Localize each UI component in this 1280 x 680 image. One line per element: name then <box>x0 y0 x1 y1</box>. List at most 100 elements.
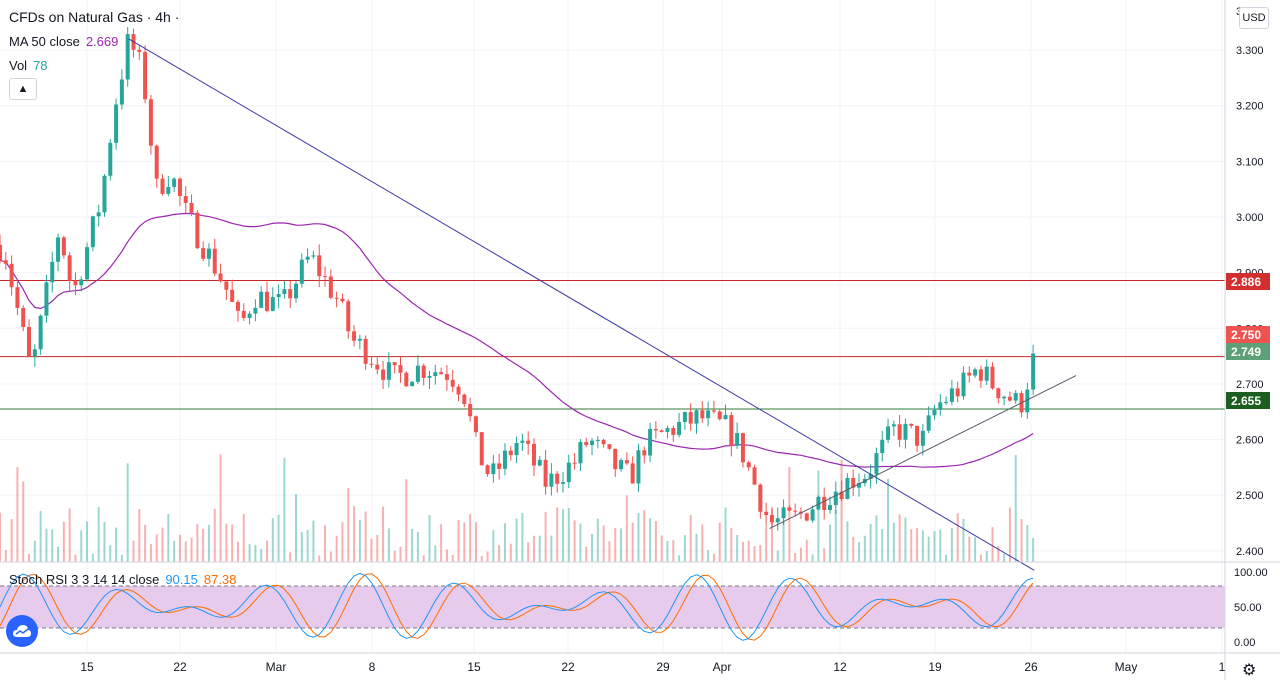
candle-body <box>317 255 322 277</box>
candle-body <box>827 505 832 510</box>
candle-body <box>247 313 252 318</box>
candle-body <box>27 326 32 357</box>
candle-body <box>38 315 43 350</box>
candle-body <box>108 142 113 176</box>
y-tick-label: 3.000 <box>1236 212 1264 224</box>
trendline-uptrend <box>769 375 1077 530</box>
cloud-icon <box>13 625 31 637</box>
candle-body <box>381 369 386 380</box>
ma-legend[interactable]: MA 50 close 2.669 <box>9 34 118 49</box>
y-tick-label: 2.400 <box>1236 546 1264 558</box>
candle-body <box>514 442 519 456</box>
candle-body <box>891 424 896 427</box>
volume-bar <box>823 548 826 562</box>
chevron-up-icon: ▲ <box>17 83 29 95</box>
candle-body <box>677 422 682 435</box>
volume-bar <box>115 527 118 562</box>
candle-body <box>305 256 310 260</box>
stoch-legend[interactable]: Stoch RSI 3 3 14 14 close 90.15 87.38 <box>9 572 236 587</box>
currency-button[interactable]: USD <box>1239 7 1269 29</box>
tradingview-logo[interactable] <box>6 615 38 647</box>
candle-body <box>148 99 153 146</box>
volume-bar <box>22 481 25 562</box>
volume-bar <box>631 522 634 562</box>
volume-bar <box>283 457 286 562</box>
trendlines[interactable] <box>128 38 1077 571</box>
volume-bar <box>341 522 344 562</box>
horizontal-levels[interactable] <box>0 279 1225 410</box>
volume-bar <box>207 524 210 562</box>
volume-bar <box>33 540 36 562</box>
candle-body <box>996 388 1001 399</box>
candle-body <box>166 186 171 194</box>
candle-body <box>706 410 711 419</box>
volume-bar <box>219 454 222 562</box>
volume-bar <box>57 546 60 562</box>
candle-body <box>21 307 26 327</box>
collapse-legend-button[interactable]: ▲ <box>9 78 37 100</box>
volume-bar <box>718 522 721 562</box>
x-tick-label: 15 <box>467 660 481 674</box>
candle-body <box>897 424 902 440</box>
candle-body <box>299 259 304 284</box>
price-tag-label: 2.750 <box>1231 327 1262 342</box>
vol-value: 78 <box>33 58 48 73</box>
volume-bar <box>167 513 170 562</box>
volume-bar <box>916 528 919 562</box>
volume-bar <box>695 533 698 562</box>
candle-body <box>648 428 653 456</box>
volume-bar <box>236 541 239 562</box>
volume-bar <box>103 522 106 562</box>
candle-body <box>769 515 774 523</box>
volume-bar <box>242 513 245 562</box>
volume-legend[interactable]: Vol 78 <box>9 58 48 73</box>
price-tag-label: 2.749 <box>1231 344 1262 359</box>
candle-body <box>682 412 687 423</box>
volume-bar <box>782 521 785 562</box>
volume-bar <box>68 508 71 562</box>
volume-bar <box>422 555 425 562</box>
price-tag-2655: 2.655 <box>1226 392 1270 409</box>
candle-body <box>816 496 821 510</box>
volume-bars <box>0 454 1035 562</box>
candle-body <box>137 49 142 52</box>
volume-bar <box>875 515 878 562</box>
candle-body <box>44 282 49 316</box>
candle-body <box>624 460 629 464</box>
volume-bar <box>660 535 663 562</box>
volume-bar <box>956 513 959 562</box>
volume-bar <box>707 550 710 562</box>
volume-bar <box>428 515 431 562</box>
symbol-title[interactable]: CFDs on Natural Gas · 4h · <box>9 9 179 25</box>
y-tick-label: 2.500 <box>1236 490 1264 502</box>
candle-body <box>468 404 473 417</box>
volume-bar <box>968 536 971 562</box>
volume-bar <box>887 478 890 562</box>
candle-body <box>491 463 496 475</box>
volume-bar <box>277 514 280 562</box>
volume-bar <box>138 509 141 562</box>
volume-bar <box>382 506 385 562</box>
candle-body <box>694 410 699 424</box>
candle-body <box>566 462 571 483</box>
volume-bar <box>62 521 65 562</box>
volume-bar <box>683 535 686 562</box>
volume-bar <box>939 529 942 562</box>
volume-bar <box>306 529 309 562</box>
symbol-title-text[interactable]: CFDs on Natural Gas · 4h · <box>9 9 180 25</box>
volume-bar <box>765 523 768 562</box>
volume-bar <box>910 529 913 562</box>
volume-bar <box>678 555 681 562</box>
volume-bar <box>527 542 530 562</box>
volume-bar <box>4 549 7 562</box>
volume-bar <box>132 540 135 562</box>
volume-bar <box>196 524 199 562</box>
price-tag-label: 2.886 <box>1231 274 1262 289</box>
gear-icon[interactable]: ⚙ <box>1242 662 1257 679</box>
candle-body <box>1002 396 1007 399</box>
y-tick-label: 2.600 <box>1236 435 1264 447</box>
x-tick-label: Apr <box>713 660 732 674</box>
volume-bar <box>614 527 617 562</box>
volume-bar <box>271 518 274 562</box>
